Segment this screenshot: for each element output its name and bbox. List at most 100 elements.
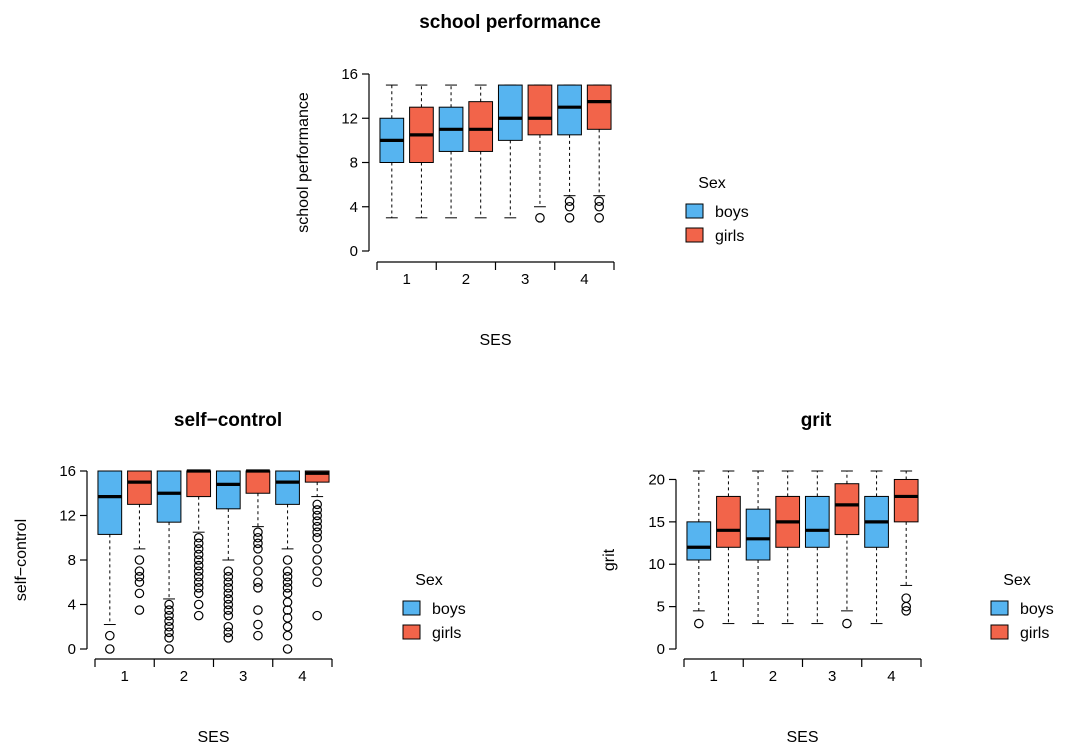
outlier-point bbox=[312, 610, 322, 621]
box-girls-ses-2 bbox=[468, 84, 494, 219]
outlier-point bbox=[193, 577, 204, 588]
x-tick-label: 4 bbox=[580, 271, 588, 288]
y-tick-label: 4 bbox=[350, 199, 358, 216]
box-rect bbox=[745, 508, 771, 561]
x-tick-label: 1 bbox=[709, 668, 717, 685]
box-rect bbox=[245, 470, 271, 494]
outlier-point bbox=[105, 644, 115, 654]
x-tick-label: 4 bbox=[298, 668, 306, 685]
box-rect bbox=[686, 521, 712, 561]
outlier-point bbox=[193, 583, 204, 593]
outlier-point bbox=[594, 213, 604, 223]
outlier-point bbox=[901, 606, 911, 616]
y-tick-label: 12 bbox=[59, 508, 76, 525]
legend-swatch-boys bbox=[685, 203, 704, 219]
box-boys-ses-1 bbox=[379, 84, 405, 219]
box-rect bbox=[186, 470, 212, 498]
outlier-point bbox=[694, 618, 704, 629]
box-girls-ses-1 bbox=[716, 470, 741, 625]
box-girls-ses-2 bbox=[186, 469, 212, 621]
box-rect bbox=[304, 470, 330, 483]
outlier-point bbox=[134, 555, 145, 565]
box-boys-ses-2 bbox=[745, 470, 771, 625]
x-tick-label: 3 bbox=[828, 668, 836, 685]
outlier-point bbox=[193, 588, 204, 599]
outlier-point bbox=[134, 588, 145, 599]
box-rect bbox=[215, 470, 241, 510]
box-boys-ses-2 bbox=[438, 84, 464, 219]
y-axis-label: self−control bbox=[13, 519, 30, 601]
outlier-point bbox=[253, 555, 263, 565]
outlier-point bbox=[253, 566, 263, 576]
box-girls-ses-2 bbox=[775, 470, 801, 625]
outlier-point bbox=[193, 599, 204, 610]
legend-swatch-girls bbox=[685, 227, 704, 243]
outlier-point bbox=[312, 521, 322, 532]
outlier-point bbox=[164, 599, 174, 610]
legend-title: Sex bbox=[415, 572, 443, 589]
chart-title: self−control bbox=[174, 410, 282, 431]
legend-swatch-boys bbox=[990, 600, 1009, 616]
outlier-point bbox=[842, 618, 852, 629]
x-tick-label: 2 bbox=[180, 668, 188, 685]
outlier-point bbox=[312, 544, 322, 554]
box-rect bbox=[275, 470, 300, 505]
box-rect bbox=[468, 101, 494, 152]
x-tick-label: 2 bbox=[769, 668, 777, 685]
outlier-point bbox=[312, 505, 322, 515]
box-rect bbox=[497, 84, 523, 141]
outlier-point bbox=[193, 544, 204, 554]
outlier-point bbox=[223, 588, 234, 599]
legend-label-boys: boys bbox=[432, 601, 466, 618]
x-axis-label: SES bbox=[479, 332, 511, 349]
x-tick-label: 1 bbox=[402, 271, 410, 288]
x-axis-label: SES bbox=[786, 729, 818, 746]
outlier-point bbox=[193, 538, 204, 549]
outlier-point bbox=[564, 213, 575, 223]
y-tick-label: 8 bbox=[68, 552, 76, 569]
box-girls-ses-1 bbox=[127, 470, 152, 615]
chart-title: grit bbox=[801, 410, 832, 431]
outlier-point bbox=[193, 560, 204, 571]
outlier-point bbox=[312, 510, 322, 521]
box-rect bbox=[527, 84, 553, 136]
outlier-point bbox=[253, 630, 263, 641]
outlier-point bbox=[193, 571, 204, 582]
outlier-point bbox=[193, 549, 204, 560]
box-boys-ses-3 bbox=[804, 470, 830, 625]
outlier-point bbox=[223, 594, 234, 604]
box-boys-ses-2 bbox=[156, 470, 182, 654]
legend: Sex boys girls bbox=[685, 175, 749, 245]
outlier-point bbox=[253, 577, 263, 588]
y-tick-label: 0 bbox=[657, 641, 665, 658]
outlier-point bbox=[253, 527, 263, 537]
chart-panel-3: grit 0 5 10 15 20 grit 1 2 3 4 SES Sex boys girls bbox=[601, 410, 1054, 746]
outlier-point bbox=[594, 196, 604, 207]
outlier-point bbox=[223, 605, 234, 615]
y-tick-label: 12 bbox=[341, 110, 358, 127]
outlier-point bbox=[312, 566, 322, 576]
outlier-point bbox=[193, 566, 204, 576]
box-girls-ses-3 bbox=[245, 469, 271, 641]
outlier-point bbox=[134, 571, 145, 582]
x-tick-label: 4 bbox=[887, 668, 895, 685]
legend-label-boys: boys bbox=[1020, 601, 1054, 618]
x-tick-label: 3 bbox=[521, 271, 529, 288]
box-rect bbox=[716, 495, 741, 548]
x-tick-label: 2 bbox=[462, 271, 470, 288]
outlier-point bbox=[164, 627, 174, 638]
box-girls-ses-4 bbox=[304, 470, 330, 621]
y-tick-label: 16 bbox=[341, 66, 358, 83]
outlier-point bbox=[223, 621, 234, 632]
y-axis-label: grit bbox=[601, 548, 618, 571]
legend-label-boys: boys bbox=[715, 204, 749, 221]
box-girls-ses-1 bbox=[409, 84, 434, 219]
outlier-point bbox=[105, 630, 115, 641]
box-boys-ses-3 bbox=[497, 84, 523, 219]
y-tick-label: 0 bbox=[350, 243, 358, 260]
outlier-point bbox=[282, 605, 293, 615]
box-boys-ses-1 bbox=[97, 470, 123, 654]
